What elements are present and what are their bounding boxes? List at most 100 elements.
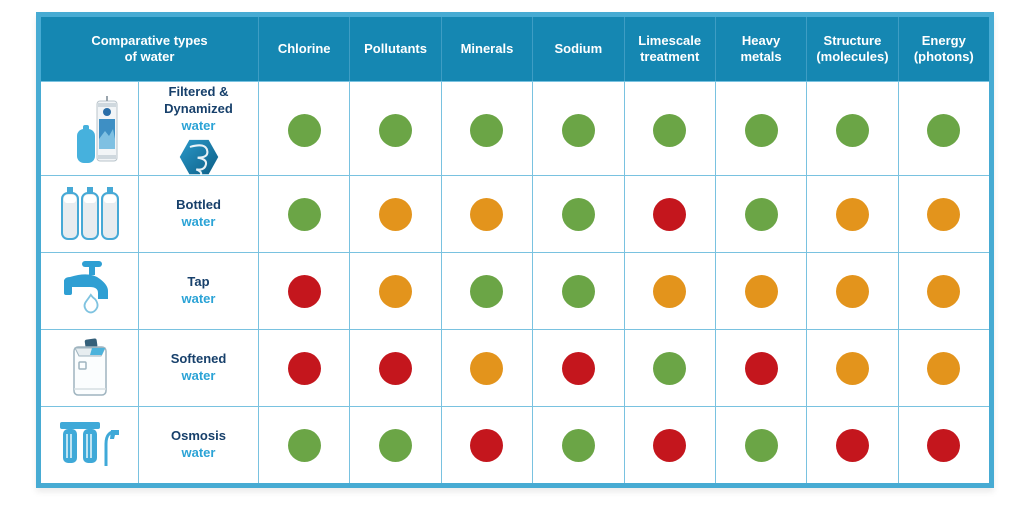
column-header-energy: Energy (photons) (897, 17, 989, 81)
rating-dot-red (835, 428, 869, 462)
rating-dot-red (470, 428, 504, 462)
column-header-minerals: Minerals (440, 17, 532, 81)
rating-dot-red (653, 428, 687, 462)
rating-cell (714, 329, 807, 406)
rating-dot-green (653, 351, 687, 385)
rating-cell (806, 81, 898, 179)
table-title: Comparative types of water (41, 17, 258, 81)
osmosis-system-icon (41, 406, 138, 483)
rating-cell (897, 252, 989, 329)
rating-dot-red (287, 274, 321, 308)
column-header-structure: Structure (molecules) (806, 17, 897, 81)
rating-dot-red (379, 351, 413, 385)
rating-dot-orange (379, 197, 413, 231)
rating-cell (623, 406, 715, 483)
rating-dot-green (561, 113, 595, 147)
rating-cell (440, 406, 533, 483)
rating-cell (440, 175, 533, 252)
row-subname: water (181, 368, 216, 383)
row-tap: Tap water (41, 252, 989, 329)
row-name: Bottled (176, 197, 221, 213)
rating-cell (897, 81, 989, 179)
rating-dot-green (927, 113, 961, 147)
row-label-osmosis: Osmosis water (138, 406, 258, 483)
rating-dot-orange (835, 274, 869, 308)
rating-cell (258, 81, 350, 179)
rating-dot-orange (470, 197, 504, 231)
rating-dot-green (379, 428, 413, 462)
rating-dot-green (561, 197, 595, 231)
rating-dot-green (287, 113, 321, 147)
row-label-tap: Tap water (138, 252, 258, 329)
rating-dot-orange (835, 351, 869, 385)
row-label-bottled: Bottled water (138, 175, 258, 252)
water-comparison-table: Comparative types of water Chlorine Poll… (36, 12, 994, 488)
rating-cell (532, 329, 624, 406)
row-bottled: Bottled water (41, 175, 989, 252)
rating-cell (258, 406, 350, 483)
rating-dot-green (379, 113, 413, 147)
rating-cell (806, 329, 898, 406)
rating-cell (897, 175, 989, 252)
row-subname: water (181, 117, 216, 133)
rating-cell (714, 81, 807, 179)
water-bottles-icon (41, 175, 138, 252)
rating-cell (897, 329, 989, 406)
column-header-chlorine: Chlorine (258, 17, 349, 81)
rating-dot-orange (927, 351, 961, 385)
tap-faucet-icon (41, 252, 138, 329)
rating-dot-green (744, 197, 778, 231)
rating-cell (349, 329, 441, 406)
rating-cell (349, 175, 441, 252)
row-name: Osmosis (171, 428, 226, 444)
rating-dot-red (744, 351, 778, 385)
rating-dot-green (744, 428, 778, 462)
rating-dot-orange (379, 274, 413, 308)
rating-cell (623, 252, 715, 329)
rating-dot-green (744, 113, 778, 147)
row-osmosis: Osmosis water (41, 406, 989, 483)
column-header-sodium: Sodium (532, 17, 623, 81)
rating-cell (623, 81, 715, 179)
row-subname: water (181, 445, 216, 460)
rating-dot-orange (744, 274, 778, 308)
rating-cell (714, 252, 807, 329)
rating-cell (532, 252, 624, 329)
column-header-heavy-metals: Heavy metals (714, 17, 806, 81)
table-title-text: Comparative types of water (91, 32, 208, 64)
rating-cell (349, 406, 441, 483)
rating-dot-red (653, 197, 687, 231)
row-subname: water (181, 291, 216, 306)
rating-dot-orange (927, 274, 961, 308)
rating-dot-red (927, 428, 961, 462)
row-name: Softened (170, 351, 227, 367)
rating-dot-green (561, 428, 595, 462)
filter-dynamizer-icon (41, 81, 138, 179)
rating-cell (258, 252, 350, 329)
rating-dot-green (470, 113, 504, 147)
rating-dot-green (470, 274, 504, 308)
rating-cell (349, 252, 441, 329)
rating-cell (440, 329, 533, 406)
rating-cell (440, 252, 533, 329)
vortex-icon (177, 137, 221, 177)
column-header-limescale: Limescale treatment (623, 17, 715, 81)
rating-cell (532, 81, 624, 179)
rating-dot-orange (470, 351, 504, 385)
row-filtered-dynamized: Filtered & Dynamized water (41, 81, 989, 179)
rating-cell (623, 329, 715, 406)
rating-dot-orange (653, 274, 687, 308)
rating-dot-orange (835, 197, 869, 231)
rating-dot-green (561, 274, 595, 308)
column-header-pollutants: Pollutants (349, 17, 440, 81)
rating-dot-green (287, 197, 321, 231)
rating-cell (440, 81, 533, 179)
row-softened: Softened water (41, 329, 989, 406)
row-subname: water (181, 214, 216, 229)
row-name: Tap (187, 274, 210, 290)
rating-cell (806, 252, 898, 329)
rating-cell (258, 175, 350, 252)
rating-dot-red (287, 351, 321, 385)
rating-cell (806, 175, 898, 252)
